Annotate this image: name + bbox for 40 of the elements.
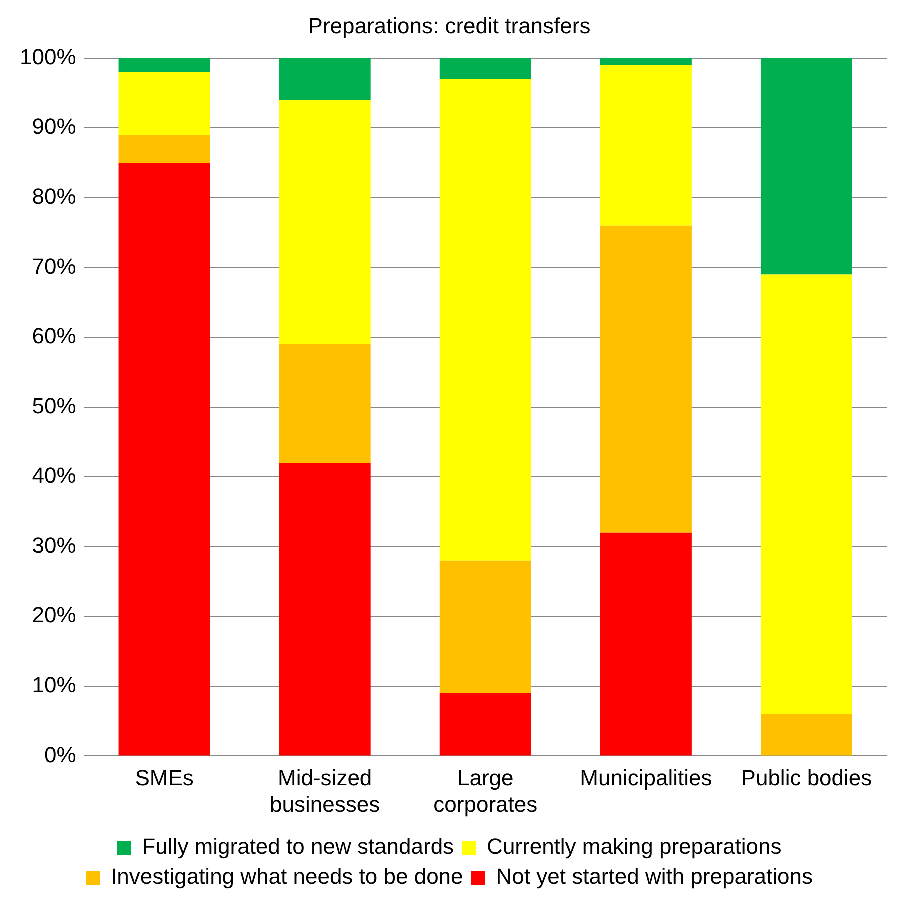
x-tick-label: Public bodies	[741, 765, 872, 790]
y-tick-label: 100%	[20, 44, 76, 70]
y-tick-label: 30%	[32, 532, 76, 558]
bar	[600, 532, 692, 756]
y-tick-label: 40%	[32, 463, 76, 488]
bar	[600, 226, 692, 533]
bar	[760, 274, 852, 714]
y-tick-label: 90%	[32, 114, 76, 140]
bar	[279, 100, 371, 344]
y-tick-label: 60%	[32, 324, 76, 349]
bar	[118, 58, 210, 72]
x-tick-label: Large corporates	[434, 765, 538, 817]
bar	[440, 560, 532, 694]
bar	[118, 135, 210, 164]
bar	[440, 58, 532, 80]
bar	[279, 344, 371, 464]
legend-label: Investigating what needs to be done	[111, 864, 464, 890]
bar	[118, 72, 210, 136]
bar	[279, 463, 371, 756]
y-tick-label: 10%	[32, 672, 76, 698]
legend-label: Not yet started with preparations	[496, 864, 813, 890]
chart-title: Preparations: credit transfers	[308, 13, 591, 38]
bar	[118, 163, 210, 756]
x-tick-label: Municipalities	[580, 765, 712, 790]
legend-label: Fully migrated to new standards	[142, 834, 454, 860]
bar	[760, 714, 852, 756]
bar	[600, 65, 692, 226]
x-tick-label: Mid-sized businesses	[270, 765, 380, 817]
bar	[440, 79, 532, 561]
bar	[440, 693, 532, 756]
y-tick-label: 0%	[44, 742, 76, 768]
x-tick-label: SMEs	[135, 765, 194, 790]
legend-label: Currently making preparations	[487, 834, 782, 860]
bar	[279, 58, 371, 100]
y-tick-label: 70%	[32, 254, 76, 279]
y-tick-label: 50%	[32, 393, 76, 418]
bar	[760, 58, 852, 275]
bar	[600, 58, 692, 66]
y-tick-label: 80%	[32, 184, 76, 210]
y-tick-label: 20%	[32, 602, 76, 628]
